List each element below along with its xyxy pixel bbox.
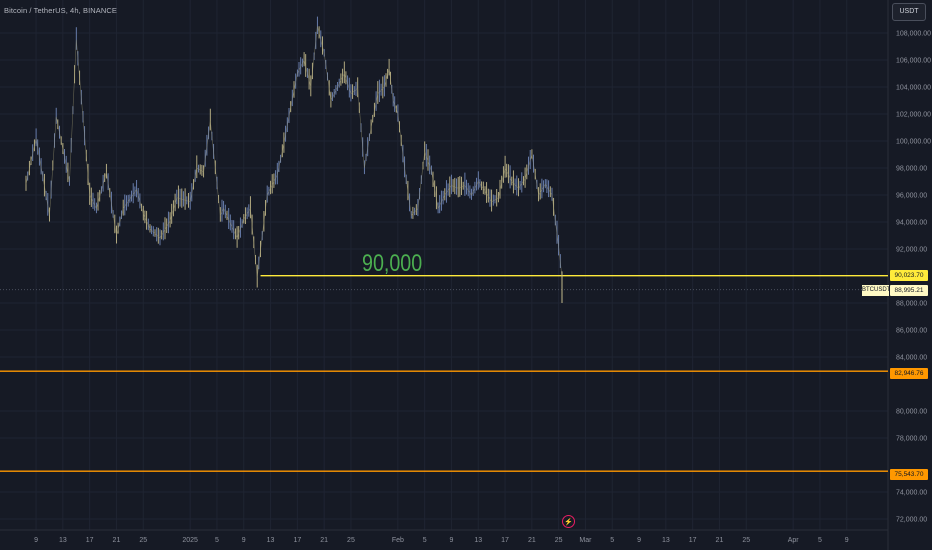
price-label-75k: 75,543.70 [890, 469, 928, 480]
price-label-current: 88,995.21 [890, 285, 928, 296]
x-tick-label: 17 [293, 537, 301, 544]
y-tick-label: 88,000.00 [896, 301, 927, 308]
currency-button[interactable]: USDT [892, 3, 926, 21]
x-tick-label: 5 [423, 537, 427, 544]
x-tick-label: 25 [555, 537, 563, 544]
x-tick-label: 21 [528, 537, 536, 544]
x-tick-label: 9 [637, 537, 641, 544]
x-tick-label: 2025 [182, 537, 198, 544]
y-tick-label: 72,000.00 [896, 517, 927, 524]
x-tick-label: 13 [662, 537, 670, 544]
x-tick-label: 13 [267, 537, 275, 544]
x-tick-label: 9 [845, 537, 849, 544]
y-tick-label: 96,000.00 [896, 193, 927, 200]
y-tick-label: 106,000.00 [896, 58, 931, 65]
x-tick-label: 21 [716, 537, 724, 544]
series-line [25, 26, 563, 278]
price-label-83k: 82,946.76 [890, 368, 928, 379]
x-tick-label: 5 [610, 537, 614, 544]
x-tick-label: 21 [320, 537, 328, 544]
x-tick-label: 17 [86, 537, 94, 544]
y-tick-label: 100,000.00 [896, 139, 931, 146]
y-tick-label: 84,000.00 [896, 355, 927, 362]
x-tick-label: 25 [347, 537, 355, 544]
price-label-90k: 90,023.70 [890, 270, 928, 281]
x-tick-label: 9 [242, 537, 246, 544]
x-tick-label: Mar [579, 537, 592, 544]
lightning-icon[interactable]: ⚡ [562, 515, 575, 528]
x-tick-label: 21 [113, 537, 121, 544]
x-tick-label: 13 [59, 537, 67, 544]
x-tick-label: Feb [392, 537, 404, 544]
x-tick-label: 25 [742, 537, 750, 544]
x-tick-label: 9 [449, 537, 453, 544]
symbol-tag: BTCUSDT [862, 285, 890, 296]
x-tick-label: 17 [501, 537, 509, 544]
price-annotation: 90,000 [362, 250, 423, 277]
y-tick-label: 102,000.00 [896, 112, 931, 119]
x-tick-label: 17 [689, 537, 697, 544]
x-tick-label: Apr [788, 537, 800, 544]
x-tick-label: 9 [34, 537, 38, 544]
y-tick-label: 98,000.00 [896, 166, 927, 173]
y-tick-label: 92,000.00 [896, 247, 927, 254]
chart-title: Bitcoin / TetherUS, 4h, BINANCE [4, 6, 118, 15]
y-tick-label: 104,000.00 [896, 85, 931, 92]
x-tick-label: 5 [818, 537, 822, 544]
y-tick-label: 94,000.00 [896, 220, 927, 227]
y-tick-label: 74,000.00 [896, 490, 927, 497]
x-tick-label: 13 [474, 537, 482, 544]
y-tick-label: 86,000.00 [896, 328, 927, 335]
x-tick-label: 25 [139, 537, 147, 544]
y-tick-label: 108,000.00 [896, 31, 931, 38]
y-tick-label: 80,000.00 [896, 409, 927, 416]
x-tick-label: 5 [215, 537, 219, 544]
y-tick-label: 78,000.00 [896, 436, 927, 443]
